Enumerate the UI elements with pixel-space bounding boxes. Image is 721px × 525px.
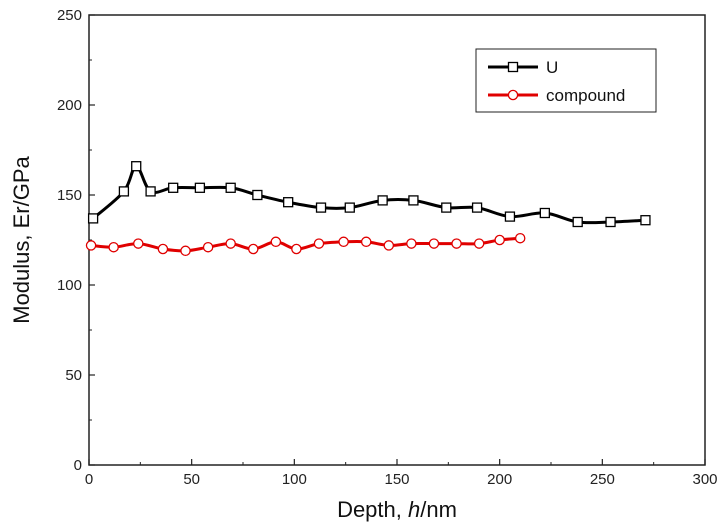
x-tick-label: 250: [590, 471, 615, 488]
x-axis-label-part-1: Depth,: [337, 497, 408, 522]
data-point: [87, 213, 99, 224]
x-tick-label: 0: [85, 471, 93, 488]
data-point: [283, 197, 294, 208]
data-point: [202, 241, 214, 253]
x-tick-label: 300: [692, 471, 717, 488]
data-point: [344, 202, 355, 213]
data-point: [180, 245, 191, 257]
legend-item: U: [488, 58, 558, 77]
data-point: [157, 243, 169, 255]
legend-item: compound: [488, 86, 625, 105]
series-compound: [85, 232, 526, 257]
x-tick-label: 200: [487, 471, 512, 488]
data-point: [108, 241, 119, 253]
x-axis-label-variable: h: [408, 497, 420, 522]
data-point: [471, 202, 483, 213]
data-point: [640, 215, 651, 226]
legend-label: compound: [546, 86, 625, 105]
data-point: [270, 236, 282, 248]
legend-swatch-marker: [507, 89, 519, 101]
data-point: [473, 238, 485, 249]
data-point: [85, 240, 97, 251]
x-axis-label-unit: /nm: [420, 497, 457, 522]
data-point: [248, 243, 259, 255]
data-point: [145, 186, 156, 197]
series-line: [92, 164, 646, 225]
data-point: [252, 189, 263, 201]
legend-swatch-marker: [507, 61, 519, 73]
data-point: [315, 202, 327, 213]
data-point: [313, 238, 325, 249]
data-point: [494, 234, 505, 246]
series-layer: [85, 161, 651, 257]
data-point: [572, 216, 583, 228]
data-point: [360, 236, 372, 248]
x-tick-label: 50: [183, 471, 200, 488]
legend-label: U: [546, 58, 558, 77]
data-point: [428, 238, 440, 249]
y-tick-label: 200: [57, 97, 82, 114]
data-point: [118, 186, 130, 197]
series-u: [87, 161, 651, 228]
y-tick-label: 150: [57, 187, 82, 204]
data-point: [133, 238, 144, 249]
y-axis-label: Modulus, Er/GPa: [9, 155, 34, 323]
data-point: [539, 207, 550, 219]
data-point: [225, 182, 236, 193]
legend-box: [475, 48, 657, 113]
y-tick-label: 50: [65, 367, 82, 384]
x-tick-label: 150: [384, 471, 409, 488]
x-axis-label: Depth, h/nm: [337, 497, 457, 522]
data-point: [504, 211, 516, 222]
y-tick-label: 100: [57, 277, 82, 294]
data-point: [377, 195, 388, 206]
data-point: [383, 240, 395, 251]
data-point: [338, 236, 349, 248]
data-point: [408, 195, 419, 206]
y-tick-label: 250: [57, 7, 82, 24]
y-tick-label: 0: [74, 457, 82, 474]
data-point: [131, 161, 142, 172]
data-point: [441, 202, 452, 213]
data-point: [194, 182, 206, 193]
data-point: [168, 182, 179, 193]
data-point: [514, 232, 526, 244]
x-tick-label: 100: [282, 471, 307, 488]
data-point: [605, 216, 616, 228]
data-point: [406, 238, 417, 249]
data-point: [225, 238, 236, 249]
x-ticks: 0 50 100 150 200 250 300: [85, 459, 718, 488]
y-ticks: 0 50 100 150 200 250: [57, 7, 95, 474]
data-point: [451, 238, 462, 249]
data-point: [291, 243, 302, 255]
